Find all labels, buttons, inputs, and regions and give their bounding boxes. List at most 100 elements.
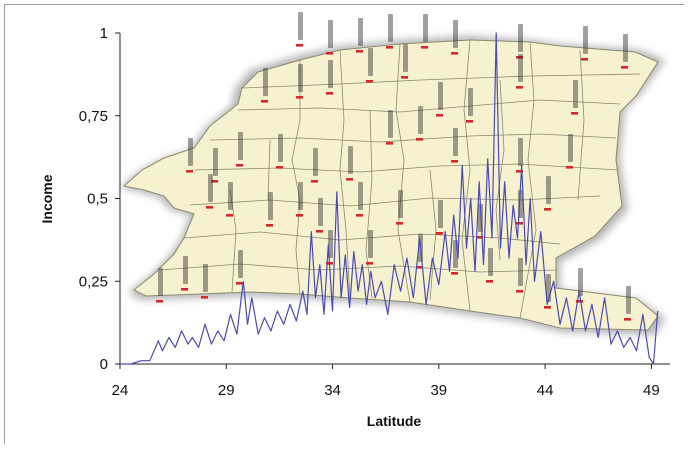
map-place-label	[183, 256, 188, 284]
map-place-label	[313, 148, 318, 176]
map-border	[193, 163, 619, 173]
map-place-label	[263, 68, 268, 96]
map-place-label	[368, 230, 373, 258]
map-marker	[201, 296, 208, 299]
map-place-label	[423, 14, 428, 42]
map-borders	[159, 39, 641, 319]
map-marker	[386, 142, 393, 145]
map-place-label	[213, 148, 218, 176]
map-place-label	[203, 264, 208, 292]
map-marker	[296, 96, 303, 99]
map-marker	[421, 46, 428, 49]
chart-frame	[4, 4, 684, 444]
map-border	[209, 133, 617, 143]
x-axis-title: Latitude	[367, 413, 422, 429]
map-marker	[211, 180, 218, 183]
map-marker	[311, 180, 318, 183]
map-place-label	[358, 182, 363, 210]
map-border	[159, 263, 557, 273]
map-place-label	[228, 182, 233, 210]
map-place-label	[518, 54, 523, 82]
map-marker	[516, 290, 523, 293]
map-marker	[356, 214, 363, 217]
map-border	[241, 73, 641, 89]
map-border	[395, 43, 411, 303]
map-place-label	[238, 132, 243, 160]
map-marker	[236, 164, 243, 167]
map-marker	[486, 280, 493, 283]
map-marker	[544, 208, 551, 211]
map-place-label	[328, 20, 333, 48]
map-marker	[416, 266, 423, 269]
map-place-label	[298, 12, 303, 40]
map-marker	[516, 222, 523, 225]
map-border	[519, 41, 537, 319]
map-marker	[451, 160, 458, 163]
map-marker	[621, 66, 628, 69]
x-ticks: 24 29 34 39 44 49	[112, 364, 660, 399]
map-place-label	[438, 82, 443, 110]
map-border	[461, 39, 471, 312]
map-place-label	[403, 44, 408, 72]
map-place-label	[453, 128, 458, 156]
map-border	[237, 99, 621, 113]
y-ticks: 0 0,25 0,5 0,75 1	[79, 25, 120, 373]
map-marker	[186, 170, 193, 173]
map-place-label	[188, 138, 193, 166]
map-marker	[316, 230, 323, 233]
map-marker	[326, 52, 333, 55]
map-place-label	[278, 134, 283, 162]
map-marker	[236, 282, 243, 285]
x-tick-label: 39	[430, 382, 447, 399]
map-place-label	[238, 250, 243, 278]
map-place-label	[453, 20, 458, 48]
map-place-label	[573, 80, 578, 108]
map-marker	[366, 80, 373, 83]
map-place-label	[358, 18, 363, 46]
map-place-label	[518, 258, 523, 286]
map-marker	[386, 46, 393, 49]
map-place-label	[468, 88, 473, 116]
income-series-line	[120, 32, 659, 365]
map-place-label	[298, 182, 303, 210]
map-place-label	[518, 138, 523, 166]
map-marker	[226, 214, 233, 217]
map-marker	[451, 272, 458, 275]
map-marker	[476, 236, 483, 239]
map-marker	[466, 120, 473, 123]
x-tick-label: 49	[643, 382, 660, 399]
map-marker	[516, 56, 523, 59]
map-border	[189, 195, 601, 207]
map-marker	[206, 206, 213, 209]
map-place-label	[348, 146, 353, 174]
map-place-label	[418, 106, 423, 134]
map-labels	[158, 12, 631, 314]
map-marker	[566, 166, 573, 169]
map-place-label	[268, 192, 273, 220]
map-marker	[181, 288, 188, 291]
map-place-label	[388, 14, 393, 42]
y-tick-label: 0,25	[79, 273, 108, 290]
x-tick-label: 29	[218, 382, 235, 399]
map-border	[291, 60, 301, 295]
map-border	[429, 169, 437, 301]
y-axis-title: Income	[39, 174, 55, 223]
map-border	[577, 49, 585, 201]
x-tick-label: 24	[112, 382, 129, 399]
map-marker	[416, 138, 423, 141]
map-border	[365, 109, 373, 299]
map-marker	[296, 214, 303, 217]
map-marker	[296, 44, 303, 47]
map-place-label	[578, 268, 583, 296]
map-border	[229, 189, 237, 293]
map-marker	[571, 112, 578, 115]
map-marker	[516, 170, 523, 173]
map-marker	[451, 52, 458, 55]
x-tick-label: 44	[537, 382, 554, 399]
map-marker	[366, 262, 373, 265]
map-background	[120, 12, 665, 335]
map-place-label	[583, 26, 588, 54]
map-place-label	[623, 34, 628, 62]
y-tick-label: 1	[100, 25, 108, 42]
map-border	[339, 49, 351, 299]
